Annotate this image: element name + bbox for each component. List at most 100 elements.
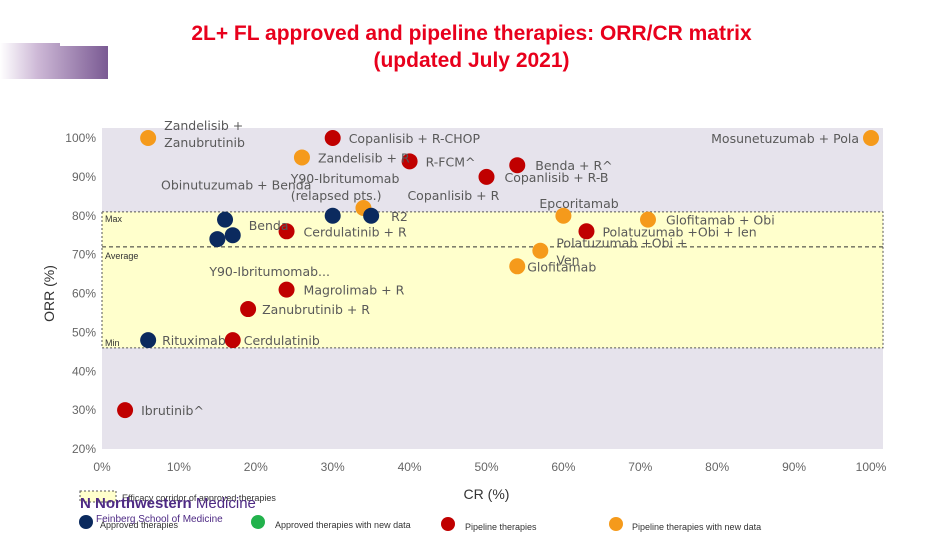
data-point-label-line: Zanubrutinib + R: [262, 302, 370, 317]
data-point: [363, 207, 380, 224]
data-point-label: Epcoritamab: [539, 196, 618, 211]
title-line-2: (updated July 2021): [373, 49, 570, 72]
data-point-label-line: Benda + R^: [535, 158, 612, 173]
x-tick-label: 90%: [782, 460, 806, 474]
logo-name: Northwestern: [95, 495, 192, 512]
x-tick-label: 30%: [321, 460, 345, 474]
corridor-min-label: Min: [105, 338, 120, 348]
data-point-label: Polatuzumab +Obi + len: [602, 224, 756, 239]
data-point-label-line: Zandelisib + R: [318, 150, 410, 165]
y-tick-label: 20%: [72, 442, 96, 456]
corridor-average-label: Average: [105, 251, 138, 261]
data-point-label-line: Mosunetuzumab + Pola: [711, 131, 859, 146]
x-tick-label: 100%: [856, 460, 887, 474]
data-point: [578, 223, 595, 240]
data-point-label: Copanlisib + R: [407, 188, 499, 203]
data-point-label-line: R2: [391, 209, 408, 224]
data-point-label: Glofitamab: [527, 259, 596, 274]
data-point: [240, 301, 257, 318]
data-point: [224, 332, 241, 349]
data-point-label: Mosunetuzumab + Pola: [711, 131, 859, 146]
data-point: [117, 402, 134, 419]
x-tick-label: 80%: [705, 460, 729, 474]
data-point-label: Zandelisib + Zanubrutinib: [164, 118, 245, 150]
legend-corridor-label: Efficacy corridor of approved therapies: [122, 493, 276, 503]
data-point-label-line: Glofitamab: [527, 259, 596, 274]
y-tick-label: 60%: [72, 287, 96, 301]
data-point-label: R-FCM^: [426, 154, 476, 169]
data-point-label-line: Epcoritamab: [539, 196, 618, 211]
header-decoration-cut: [60, 43, 108, 46]
logo-suffix: Medicine: [191, 495, 256, 512]
data-point: [509, 258, 526, 275]
data-point-label-line: Obinutuzumab + Benda: [161, 178, 311, 193]
title-line-1: 2L+ FL approved and pipeline therapies: …: [191, 22, 752, 45]
data-point-label-line: Copanlisib + R-CHOP: [349, 131, 481, 146]
data-point-label: Copanlisib + R-CHOP: [349, 131, 481, 146]
data-point-label-line: Copanlisib + R-B: [505, 170, 609, 185]
header-decoration-band: [0, 43, 108, 79]
data-point-label-line: Magrolimab + R: [304, 283, 405, 298]
x-tick-label: 20%: [244, 460, 268, 474]
data-point-label-line: R-FCM^: [426, 154, 476, 169]
data-point-label: Y90-Ibritumomab (relapsed pts.): [290, 171, 400, 203]
data-point: [639, 211, 656, 228]
data-point-label: Ibrutinib^: [141, 403, 204, 418]
data-point: [278, 281, 295, 298]
legend-corridor-swatch: [79, 490, 117, 503]
data-point-label: Polatuzumab +Obi + Ven: [556, 236, 687, 268]
data-point: [140, 130, 157, 146]
data-point: [324, 130, 341, 146]
data-point: [217, 211, 234, 228]
legend-pipeline-marker: [441, 517, 455, 531]
data-point-label-line: Zanubrutinib: [164, 135, 245, 150]
x-axis-title: CR (%): [464, 486, 510, 502]
data-point-label: Cerdulatinib: [244, 333, 320, 348]
page-title: 2L+ FL approved and pipeline therapies: …: [0, 20, 943, 74]
northwestern-logo: N Northwestern Medicine: [80, 495, 256, 512]
y-tick-label: 50%: [72, 325, 96, 339]
data-point: [209, 231, 226, 248]
data-point: [278, 223, 295, 240]
legend-approved-new-marker: [251, 515, 265, 529]
x-tick-label: 40%: [398, 460, 422, 474]
data-point-label: Magrolimab + R: [304, 283, 405, 298]
data-point: [293, 149, 310, 166]
data-point-label-line: Zandelisib +: [164, 118, 243, 133]
data-point-label-line: Benda: [249, 218, 289, 233]
legend-approved-new-label: Approved therapies with new data: [275, 520, 411, 530]
y-tick-label: 40%: [72, 364, 96, 378]
data-point-label-line: Glofitamab + Obi: [666, 213, 775, 228]
legend-approved-marker: [79, 515, 93, 529]
data-point-label-line: Copanlisib + R: [407, 188, 499, 203]
data-point-label-line: Cerdulatinib + R: [304, 224, 407, 239]
data-point: [509, 157, 526, 174]
x-tick-label: 0%: [93, 460, 111, 474]
corridor-max-label: Max: [105, 214, 123, 224]
data-point-label-line: Polatuzumab +Obi + len: [602, 224, 756, 239]
data-point: [224, 227, 241, 244]
y-tick-label: 100%: [65, 131, 96, 145]
x-tick-label: 60%: [551, 460, 575, 474]
data-point-label-line: Polatuzumab +Obi +: [556, 236, 687, 251]
x-tick-label: 10%: [167, 460, 191, 474]
data-point-label-line: Cerdulatinib: [244, 333, 320, 348]
data-point-label: Benda + R^: [535, 158, 612, 173]
logo-subtitle: Feinberg School of Medicine: [96, 514, 223, 525]
data-point-label: Rituximab: [162, 333, 226, 348]
y-tick-label: 90%: [72, 170, 96, 184]
data-point: [401, 153, 418, 170]
x-tick-label: 50%: [474, 460, 498, 474]
y-axis-title: ORR (%): [41, 265, 57, 322]
y-tick-label: 70%: [72, 248, 96, 262]
data-point: [863, 130, 879, 146]
data-point: [555, 207, 572, 224]
data-point: [324, 207, 341, 224]
data-point-label-line: Rituximab: [162, 333, 226, 348]
data-point-label-line: Y90-Ibritumomab...: [208, 264, 330, 279]
data-point-label: Cerdulatinib + R: [304, 224, 407, 239]
data-point-label-line: (relapsed pts.): [291, 188, 382, 203]
y-tick-label: 80%: [72, 209, 96, 223]
legend-pipeline-new-marker: [609, 517, 623, 531]
